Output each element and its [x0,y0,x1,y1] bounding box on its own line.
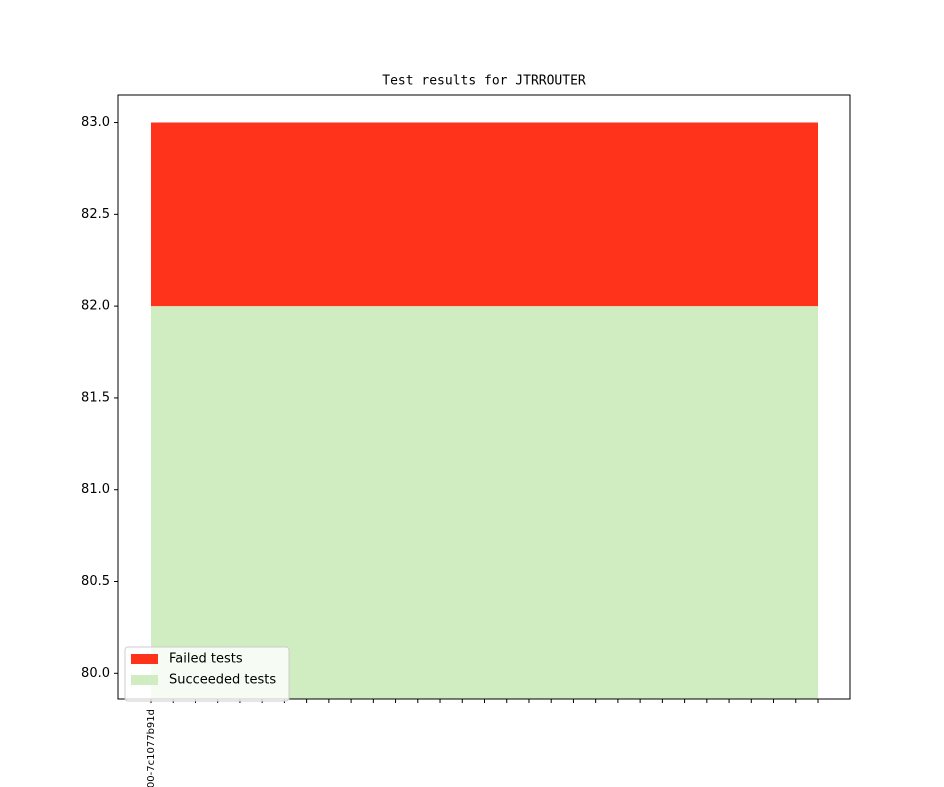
legend-box [124,646,290,702]
legend-swatch [131,654,158,664]
y-tick-label: 80.5 [81,574,110,589]
x-tick-label: 00-7c1077b91d [146,709,157,787]
y-tick-label: 81.0 [81,482,110,497]
y-tick-label: 80.0 [81,666,110,681]
area [151,122,818,307]
legend-label: Succeeded tests [169,673,276,688]
y-tick-label: 82.0 [81,299,110,314]
y-tick-label: 83.0 [81,115,110,130]
legend-label: Failed tests [169,652,243,667]
chart-title: Test results for JTRROUTER [382,74,586,89]
area [151,306,818,699]
y-tick-label: 81.5 [81,390,110,405]
legend-swatch [131,675,158,685]
y-tick-label: 82.5 [81,207,110,222]
